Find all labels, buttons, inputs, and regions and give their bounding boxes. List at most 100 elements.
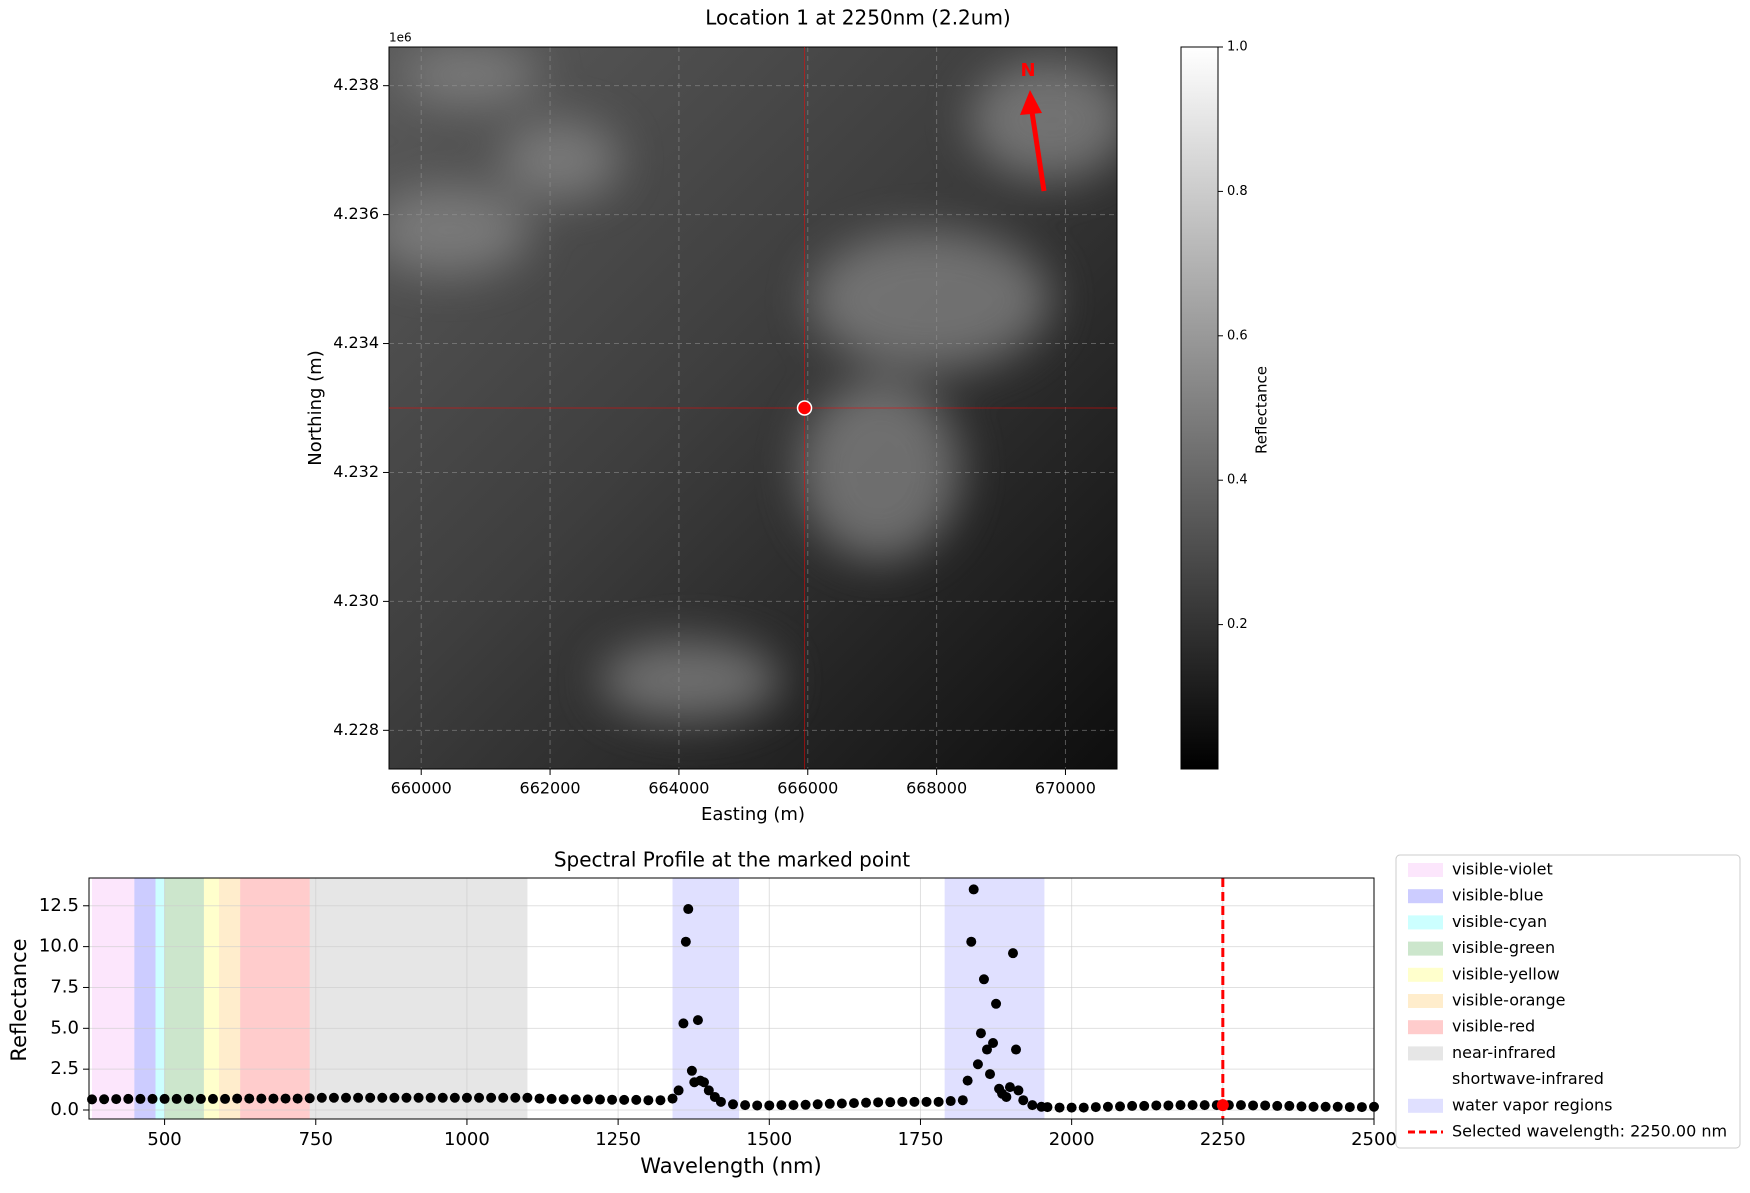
band: [309, 878, 528, 1119]
x-tick-label: 500: [147, 1129, 181, 1150]
data-point: [1320, 1101, 1331, 1112]
data-point: [933, 1096, 944, 1107]
y-tick-label: 10.0: [39, 936, 79, 957]
x-tick-label: 1250: [595, 1129, 641, 1150]
legend-swatch: [1408, 863, 1443, 877]
data-point: [673, 1085, 684, 1096]
data-point: [328, 1092, 339, 1103]
data-point: [304, 1093, 315, 1104]
legend-swatch: [1408, 889, 1443, 904]
data-point: [135, 1093, 146, 1104]
data-point: [510, 1092, 521, 1103]
data-point: [1042, 1102, 1053, 1113]
data-point: [437, 1092, 448, 1103]
data-point: [981, 1044, 992, 1055]
data-point: [1187, 1100, 1198, 1111]
selected-point: [1216, 1099, 1229, 1112]
data-point: [667, 1093, 678, 1104]
data-point: [413, 1092, 424, 1103]
data-point: [975, 1028, 986, 1039]
data-point: [812, 1099, 823, 1110]
data-point: [268, 1093, 279, 1104]
legend-swatch: [1408, 994, 1443, 1008]
data-point: [256, 1093, 267, 1104]
x-tick-label: 750: [299, 1129, 333, 1150]
data-point: [1018, 1095, 1029, 1106]
data-point: [683, 904, 694, 915]
title: Location 1 at 2250nm (2.2um): [705, 6, 1010, 30]
colorbar-tick-label: 1.0: [1227, 40, 1248, 55]
data-point: [159, 1093, 170, 1104]
data-point: [244, 1093, 255, 1104]
data-point: [1175, 1100, 1186, 1111]
x-tick-label: 660000: [391, 779, 452, 798]
data-point: [498, 1092, 509, 1103]
data-point: [686, 1065, 697, 1076]
data-point: [316, 1092, 327, 1103]
data-point: [800, 1099, 811, 1110]
data-point: [1127, 1100, 1138, 1111]
data-point: [1356, 1102, 1367, 1113]
band: [134, 878, 156, 1119]
data-point: [1139, 1100, 1150, 1111]
north-arrow: [1029, 111, 1047, 192]
legend-label: Selected wavelength: 2250.00 nm: [1452, 1122, 1727, 1141]
band: [155, 878, 165, 1119]
data-point: [280, 1093, 291, 1104]
data-point: [1004, 1082, 1015, 1093]
north-arrowhead: [1020, 90, 1042, 115]
data-point: [1013, 1085, 1024, 1096]
x-tick-label: 2500: [1351, 1129, 1397, 1150]
legend-swatch: [1408, 1098, 1443, 1113]
y-tick-label: 7.5: [50, 976, 79, 997]
data-point: [861, 1097, 872, 1108]
band: [944, 878, 1045, 1119]
data-point: [655, 1095, 666, 1106]
data-point: [1066, 1102, 1077, 1113]
y-label: Reflectance: [7, 938, 31, 1061]
offset-label: 1e6: [389, 31, 412, 45]
data-point: [570, 1094, 581, 1105]
data-point: [788, 1100, 799, 1111]
legend-swatch: [1408, 1020, 1443, 1035]
data-point: [680, 936, 691, 947]
data-point: [582, 1094, 593, 1105]
title: Spectral Profile at the marked point: [554, 848, 910, 872]
data-point: [968, 884, 979, 895]
data-point: [1235, 1100, 1246, 1111]
data-point: [1260, 1100, 1271, 1111]
data-point: [111, 1094, 122, 1105]
colorbar-tick-label: 0.4: [1227, 473, 1248, 488]
data-point: [619, 1094, 630, 1105]
colorbar: [1180, 46, 1219, 770]
data-point: [195, 1093, 206, 1104]
data-point: [87, 1094, 98, 1105]
x-tick-label: 1750: [898, 1129, 944, 1150]
band: [92, 878, 135, 1119]
data-point: [978, 974, 989, 985]
y-tick-label: 4.230: [333, 591, 379, 610]
data-point: [698, 1077, 709, 1088]
data-point: [873, 1097, 884, 1108]
data-point: [885, 1097, 896, 1108]
y-tick-label: 4.228: [333, 720, 379, 739]
legend-label: visible-yellow: [1452, 964, 1560, 983]
y-tick-label: 4.232: [333, 462, 379, 481]
legend: [1395, 854, 1741, 1149]
x-tick-label: 666000: [777, 779, 838, 798]
data-point: [147, 1093, 158, 1104]
data-point: [1078, 1102, 1089, 1113]
legend-swatch: [1408, 967, 1443, 982]
data-point: [764, 1100, 775, 1111]
legend-label: visible-red: [1452, 1017, 1535, 1036]
data-point: [631, 1094, 642, 1105]
data-point: [1163, 1100, 1174, 1111]
legend-label: visible-violet: [1452, 860, 1553, 879]
north-label: N: [1020, 60, 1035, 81]
data-point: [377, 1092, 388, 1103]
band: [203, 878, 220, 1119]
band: [527, 878, 1374, 1119]
data-point: [957, 1095, 968, 1106]
colorbar-tick-label: 0.2: [1227, 617, 1248, 632]
data-point: [1090, 1102, 1101, 1113]
